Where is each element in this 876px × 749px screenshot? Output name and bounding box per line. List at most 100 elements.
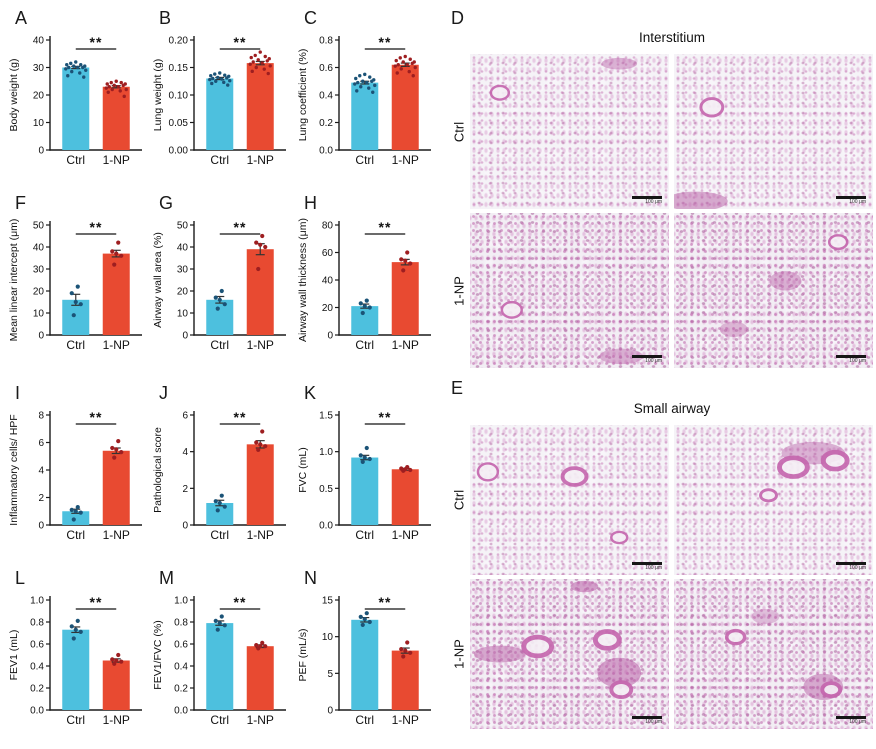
svg-text:8: 8 — [38, 411, 44, 422]
svg-text:1-NP: 1-NP — [103, 153, 130, 167]
svg-text:0: 0 — [182, 331, 188, 342]
row-label-1np: 1-NP — [451, 276, 467, 306]
panel-letter: M — [159, 568, 174, 588]
svg-text:0: 0 — [38, 521, 44, 532]
svg-text:Body weight (g): Body weight (g) — [8, 59, 20, 132]
scale-bar-line — [632, 562, 662, 565]
scale-bar-line — [836, 196, 866, 199]
svg-text:1-NP: 1-NP — [247, 713, 274, 727]
svg-text:2: 2 — [182, 484, 188, 495]
svg-text:10: 10 — [33, 118, 45, 129]
svg-text:Lung weight (g): Lung weight (g) — [152, 59, 164, 131]
chart-panel-L: L 0.0 0.2 0.4 0.6 0.8 1.0 FEV1 (mL) Ctrl 1-NP ** — [6, 568, 148, 749]
tissue-decor — [724, 609, 844, 700]
svg-text:0.20: 0.20 — [169, 36, 189, 47]
svg-text:0.8: 0.8 — [319, 36, 333, 47]
histology-image-e-ctrl-1: 100 μm — [470, 425, 669, 575]
svg-text:10: 10 — [322, 632, 334, 643]
bar-chart: 0 5 10 15 PEF (mL/s) Ctrl 1-NP ** — [297, 594, 431, 727]
row-label-ctrl: Ctrl — [451, 489, 467, 511]
scale-bar-label: 100 μm — [645, 565, 662, 571]
svg-text:Ctrl: Ctrl — [355, 528, 374, 542]
row-label-1np: 1-NP — [451, 639, 467, 669]
svg-text:FEV1 (mL): FEV1 (mL) — [8, 630, 20, 681]
svg-text:Ctrl: Ctrl — [66, 153, 85, 167]
svg-text:0.6: 0.6 — [30, 640, 44, 651]
svg-text:Lung coefficient (%): Lung coefficient (%) — [297, 49, 309, 142]
svg-text:50: 50 — [177, 221, 189, 232]
panel-letter: C — [304, 8, 317, 28]
svg-text:30: 30 — [33, 265, 45, 276]
scale-bar-line — [836, 562, 866, 565]
svg-text:2: 2 — [38, 493, 44, 504]
svg-text:1-NP: 1-NP — [247, 528, 274, 542]
svg-text:0.0: 0.0 — [30, 706, 44, 717]
histology-image-e-1np-1: 100 μm — [470, 579, 669, 729]
histology-title: Interstitium — [638, 30, 706, 45]
chart-panel-J: J 0 2 4 6 Pathological score Ctrl 1-NP ** — [150, 383, 292, 567]
scale-bar-line — [836, 716, 866, 719]
chart-panel-H: H 0 20 40 60 80 Airway wall thickness (μm) Ctr… — [295, 193, 437, 377]
svg-text:0: 0 — [327, 331, 333, 342]
svg-text:6: 6 — [182, 411, 188, 422]
panel-letter: A — [15, 8, 28, 28]
panel-letter: E — [451, 378, 464, 398]
scale-bar-line — [632, 716, 662, 719]
histology-panel-D: D Interstitium 100 μm 100 μm 100 μm 100 … — [446, 8, 876, 374]
tissue-decor — [476, 462, 629, 545]
svg-text:**: ** — [90, 34, 103, 50]
svg-text:PEF (mL/s): PEF (mL/s) — [297, 628, 309, 681]
panel-letter: L — [15, 568, 26, 588]
svg-text:0.4: 0.4 — [174, 662, 188, 673]
svg-text:Ctrl: Ctrl — [355, 153, 374, 167]
svg-text:1-NP: 1-NP — [392, 713, 419, 727]
svg-text:0.6: 0.6 — [174, 640, 188, 651]
scale-bar-line — [632, 196, 662, 199]
svg-text:0.8: 0.8 — [30, 618, 44, 629]
svg-text:Ctrl: Ctrl — [66, 338, 85, 352]
svg-text:0.2: 0.2 — [319, 118, 333, 129]
scale-bar-label: 100 μm — [645, 199, 662, 205]
row-label-ctrl: Ctrl — [451, 121, 467, 143]
svg-text:0.2: 0.2 — [174, 684, 188, 695]
scale-bar-label: 100 μm — [849, 199, 866, 205]
svg-text:0: 0 — [38, 331, 44, 342]
svg-text:40: 40 — [33, 36, 45, 47]
svg-text:0.4: 0.4 — [30, 662, 44, 673]
bar-chart: 0.00 0.05 0.10 0.15 0.20 Lung weight (g) Ctrl 1… — [152, 34, 286, 167]
svg-text:1.5: 1.5 — [319, 411, 333, 422]
svg-text:**: ** — [234, 219, 247, 235]
svg-text:**: ** — [90, 409, 103, 425]
svg-text:1-NP: 1-NP — [392, 153, 419, 167]
tissue-decor — [674, 97, 728, 209]
histology-image-grid: 100 μm 100 μm 100 μm 100 μm — [470, 425, 873, 729]
bar-chart: 0 10 20 30 40 50 Mean linear intercept (μm) Ctr… — [8, 219, 142, 352]
histology-image-d-ctrl-1: 100 μm — [470, 54, 669, 209]
svg-text:Ctrl: Ctrl — [355, 713, 374, 727]
svg-text:**: ** — [234, 409, 247, 425]
svg-text:0.8: 0.8 — [174, 618, 188, 629]
svg-text:Airway wall thickness (μm): Airway wall thickness (μm) — [297, 218, 309, 342]
svg-text:Pathological score: Pathological score — [152, 427, 164, 513]
bar-chart: 0 20 40 60 80 Airway wall thickness (μm) Ctrl 1… — [297, 218, 431, 352]
svg-text:4: 4 — [38, 466, 44, 477]
svg-text:**: ** — [379, 219, 392, 235]
scale-bar-label: 100 μm — [849, 565, 866, 571]
histology-image-e-ctrl-2: 100 μm — [674, 425, 873, 575]
svg-text:80: 80 — [322, 221, 334, 232]
svg-text:Airway wall area (%): Airway wall area (%) — [152, 232, 164, 328]
svg-text:60: 60 — [322, 248, 334, 259]
svg-text:Ctrl: Ctrl — [355, 338, 374, 352]
svg-text:10: 10 — [33, 309, 45, 320]
panel-letter: J — [159, 383, 168, 403]
histology-panel-E: E Small airway 100 μm 100 μm 100 μm 100 … — [446, 378, 876, 738]
svg-text:0.4: 0.4 — [319, 91, 333, 102]
svg-text:Ctrl: Ctrl — [210, 338, 229, 352]
svg-text:20: 20 — [177, 287, 189, 298]
svg-text:0.5: 0.5 — [319, 484, 333, 495]
histology-image-d-1np-2: 100 μm — [674, 213, 873, 368]
histology-image-d-1np-1: 100 μm — [470, 213, 669, 368]
bar-chart: 0 2 4 6 8 Inflammatory cells/ HPF Ctrl 1-NP ** — [8, 409, 142, 542]
panel-letter: B — [159, 8, 172, 28]
